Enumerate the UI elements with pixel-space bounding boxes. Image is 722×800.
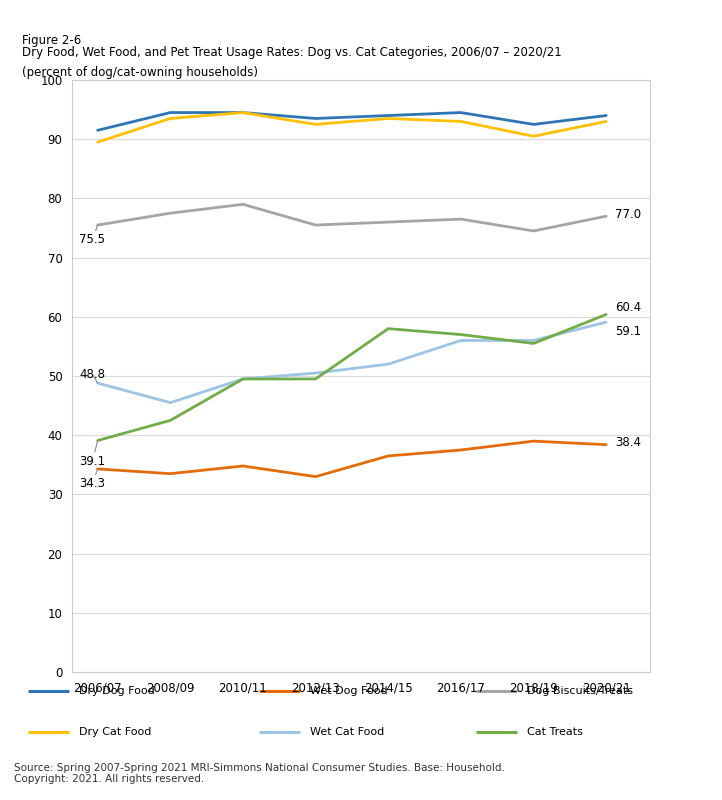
Text: Cat Treats: Cat Treats xyxy=(527,726,583,737)
Text: 38.4: 38.4 xyxy=(615,436,641,450)
Text: 75.5: 75.5 xyxy=(79,225,105,246)
Text: Dog Biscuits/Treats: Dog Biscuits/Treats xyxy=(527,686,633,696)
Text: Wet Dog Food: Wet Dog Food xyxy=(310,686,388,696)
Text: 39.1: 39.1 xyxy=(79,441,105,468)
Text: Wet Cat Food: Wet Cat Food xyxy=(310,726,384,737)
Text: (percent of dog/cat-owning households): (percent of dog/cat-owning households) xyxy=(22,66,258,79)
Text: Figure 2-6: Figure 2-6 xyxy=(22,34,81,46)
Text: 77.0: 77.0 xyxy=(615,208,641,221)
Text: 60.4: 60.4 xyxy=(615,301,641,314)
Text: Dry Dog Food: Dry Dog Food xyxy=(79,686,155,696)
Text: Dry Food, Wet Food, and Pet Treat Usage Rates: Dog vs. Cat Categories, 2006/07 –: Dry Food, Wet Food, and Pet Treat Usage … xyxy=(22,46,562,59)
Text: 59.1: 59.1 xyxy=(615,325,641,338)
Text: 48.8: 48.8 xyxy=(79,368,105,383)
Text: 34.3: 34.3 xyxy=(79,469,105,490)
Text: Dry Cat Food: Dry Cat Food xyxy=(79,726,152,737)
Text: Source: Spring 2007-Spring 2021 MRI-Simmons National Consumer Studies. Base: Hou: Source: Spring 2007-Spring 2021 MRI-Simm… xyxy=(14,762,505,784)
